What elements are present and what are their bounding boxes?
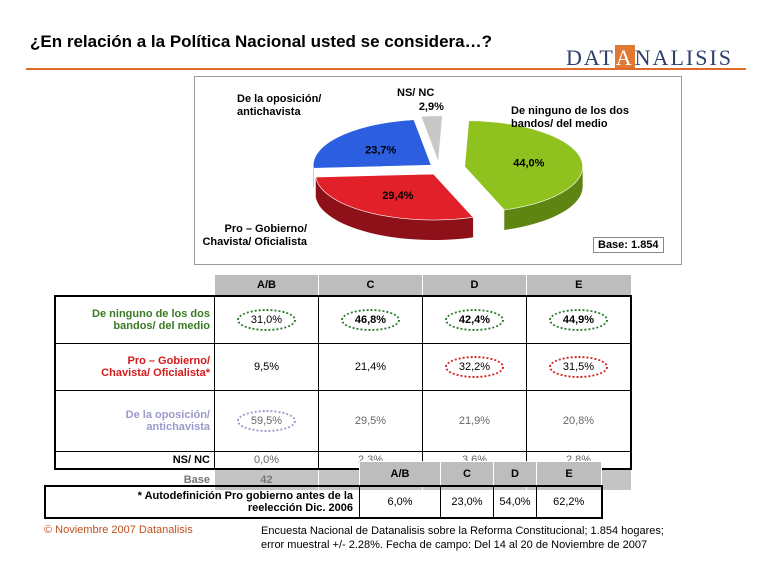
cell-value: 29,5% [318,390,423,452]
pie-value-label-1: 29,4% [382,190,413,202]
cell-value: 20,8% [526,390,632,452]
table-row: Pro – Gobierno/Chavista/ Oficialista* 9,… [54,343,632,391]
label-ninguno: De ninguno de los dos bandos/ del medio [511,105,629,130]
col-d: D [493,461,537,487]
row-label: De ninguno de los dos bandos/ del medio [54,295,215,344]
autodefinicion-table: A/B C D E * Autodefinición Pro gobierno … [44,461,603,519]
cell-value: 31,0% [236,309,297,331]
page-title: ¿En relación a la Política Nacional uste… [30,32,492,51]
pie-value-label-2: 23,7% [365,144,396,156]
segment-table-header: A/B C D E [55,274,632,297]
pie-slice-3 [420,115,443,162]
table-row: * Autodefinición Pro gobierno antes de l… [44,485,603,519]
cell-value: 32,2% [444,356,505,378]
pie-value-label-0: 44,0% [513,158,544,170]
label-oposicion: De la oposición/antichavista [237,93,322,118]
pie-slice-2 [312,119,432,169]
pie-chart-panel: 44,0% 29,4% 23,7% 2,9% De la oposición/anti… [194,76,682,265]
cell-value: 46,8% [340,309,401,331]
label-pro: Pro – Gobierno/Chavista/ Oficialista [202,223,307,248]
cell-value: 21,4% [318,343,423,391]
row-label: De la oposición/antichavista [54,390,215,452]
pie-slice-side-1 [315,177,474,241]
col-ab: A/B [359,461,441,487]
col-e: E [526,274,632,297]
segment-table: A/B C D E De ninguno de los dos bandos/ d… [54,274,632,491]
pie-slice-side-0 [504,166,583,230]
cell-value: 62,2% [536,485,603,519]
row-label: NS/ NC [54,451,215,470]
pie-slice-1 [315,173,474,221]
pie-chart: 44,0% 29,4% 23,7% 2,9% [312,101,583,241]
pie-slice-0 [464,120,583,211]
cell-value: 0,0% [214,451,319,470]
cell-value: 59,5% [236,410,297,432]
col-c: C [440,461,494,487]
datanalisis-logo: DATANALISIS [566,45,734,70]
table-row: De la oposición/antichavista 59,5% 29,5%… [54,390,632,452]
col-c: C [318,274,423,297]
label-nsnc: NS/ NC [397,87,435,99]
row-label: Pro – Gobierno/Chavista/ Oficialista* [54,343,215,391]
cell-value: 21,9% [422,390,527,452]
row-label: * Autodefinición Pro gobierno antes de l… [44,485,360,519]
cell-value: 44,9% [548,309,609,331]
pie-value-label-3: 2,9% [419,101,444,113]
copyright: © Noviembre 2007 Datanalisis [44,524,193,536]
cell-value: 23,0% [440,485,494,519]
survey-note: Encuesta Nacional de Datanalisis sobre l… [261,525,664,551]
title-rule [26,68,746,70]
cell-value: 9,5% [214,343,319,391]
col-e: E [536,461,602,487]
base-label: Base: 1.854 [593,237,664,253]
table-row: De ninguno de los dos bandos/ del medio 3… [54,295,632,344]
col-ab: A/B [214,274,319,297]
col-d: D [422,274,527,297]
cell-value: 6,0% [359,485,441,519]
cell-value: 54,0% [493,485,537,519]
cell-value: 42,4% [444,309,505,331]
cell-value: 31,5% [548,356,609,378]
